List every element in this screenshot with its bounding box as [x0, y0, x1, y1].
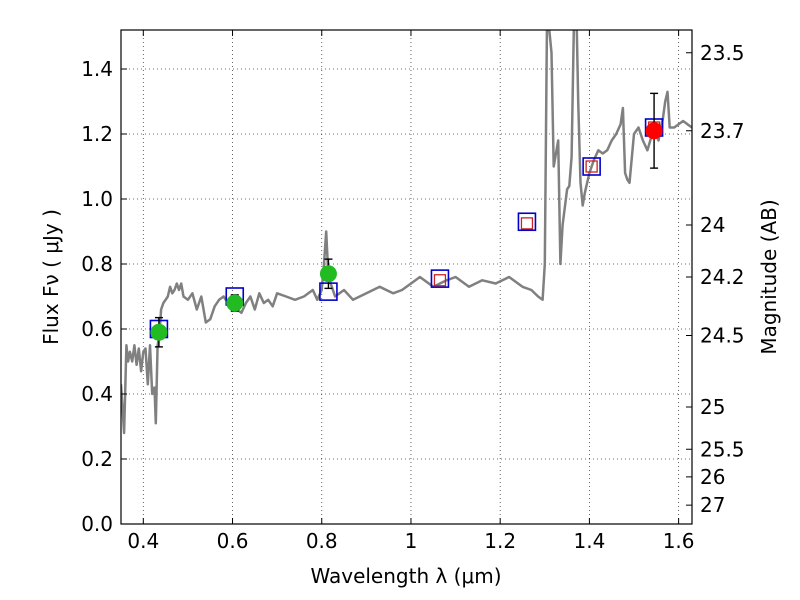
y-axis-label: Flux Fν ( μJy ): [39, 209, 63, 345]
grid: [121, 30, 692, 524]
x-tick-label: 1: [405, 529, 418, 553]
mag-tick-label: 25.5: [700, 437, 745, 461]
x-axis-label: Wavelength λ (μm): [310, 564, 501, 588]
y-tick-label: 0.8: [81, 252, 113, 276]
x-tick-label: 0.8: [306, 529, 338, 553]
plot-area: [121, 0, 692, 433]
mag-tick-label: 24.2: [700, 265, 745, 289]
mag-tick-label: 27: [700, 493, 725, 517]
sed-chart: 0.4 0.6 0.8 1 1.2 1.4 1.6 0.0 0.2 0.4 0.6 0.8 1.0 1.2…: [0, 0, 800, 600]
right-axis-label: Magnitude (AB): [757, 199, 781, 354]
mag-tick-label: 23.5: [700, 41, 745, 65]
y-tick-label: 0.4: [81, 382, 113, 406]
y-tick-label: 1.4: [81, 57, 113, 81]
model-square-red: [521, 218, 532, 229]
observed-red-point: [646, 123, 662, 139]
observed-green-point: [151, 324, 167, 340]
x-tick-label: 0.4: [127, 529, 159, 553]
mag-tick-label: 26: [700, 465, 725, 489]
y-tick-label: 0.2: [81, 447, 113, 471]
observed-green-point: [227, 295, 243, 311]
plot-frame: [121, 30, 692, 524]
axes: 0.4 0.6 0.8 1 1.2 1.4 1.6 0.0 0.2 0.4 0.6 0.8 1.0 1.2…: [81, 30, 744, 553]
y-tick-label: 0.6: [81, 317, 113, 341]
mag-tick-label: 24: [700, 213, 725, 237]
y-tick-label: 1.0: [81, 187, 113, 211]
x-tick-label: 1.4: [573, 529, 605, 553]
x-tick-label: 1.2: [484, 529, 516, 553]
observed-green-point: [320, 266, 336, 282]
spectrum-line: [121, 0, 692, 433]
mag-tick-label: 23.7: [700, 119, 745, 143]
mag-tick-label: 25: [700, 395, 725, 419]
y-tick-label: 1.2: [81, 122, 113, 146]
x-tick-label: 0.6: [217, 529, 249, 553]
x-tick-label: 1.6: [663, 529, 695, 553]
mag-tick-label: 24.5: [700, 324, 745, 348]
y-tick-label: 0.0: [81, 512, 113, 536]
